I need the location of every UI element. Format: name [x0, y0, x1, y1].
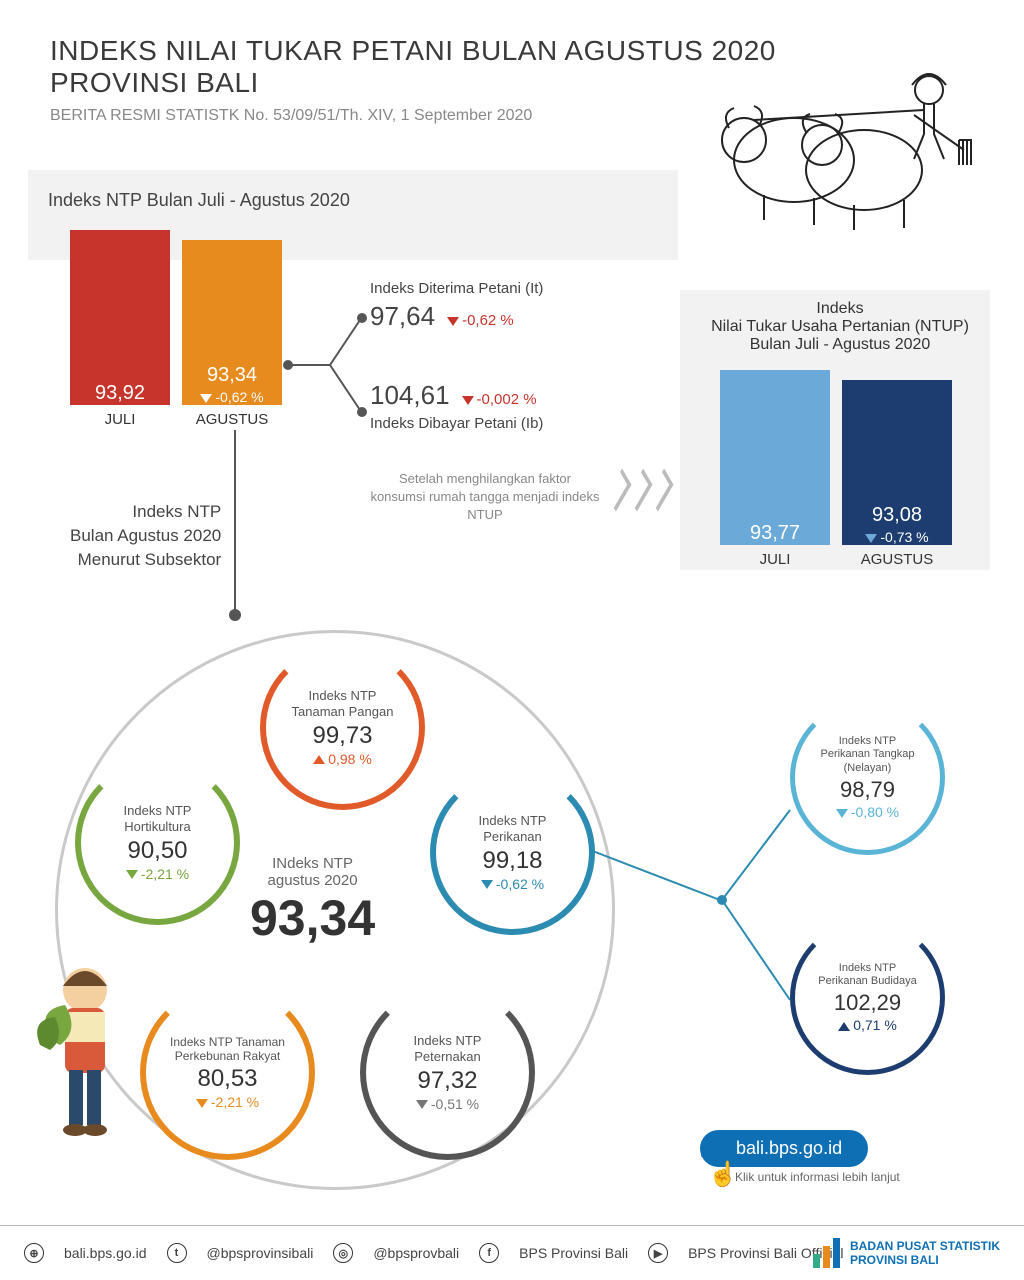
- bar-agustus: 93,34 -0,62 %: [182, 240, 282, 405]
- dibayar-value: 104,61: [370, 380, 450, 411]
- web-icon: ⊕: [24, 1243, 44, 1263]
- facebook-icon: f: [479, 1243, 499, 1263]
- center-value-block: INdeks NTP agustus 2020 93,34: [250, 855, 375, 947]
- ntup-juli-value: 93,77: [750, 522, 800, 545]
- chevrons-icon: [610, 475, 670, 505]
- footer-instagram: @bpsprovbali: [373, 1245, 459, 1261]
- diterima-label: Indeks Diterima Petani (It): [370, 280, 543, 297]
- footer-facebook: BPS Provinsi Bali: [519, 1245, 628, 1261]
- ntup-title-3: Bulan Juli - Agustus 2020: [700, 336, 980, 354]
- website-url: bali.bps.go.id: [736, 1138, 842, 1158]
- circle-horti: Indeks NTP Hortikultura 90,50 -2,21 %: [75, 760, 240, 925]
- diterima-change: -0,62 %: [462, 312, 514, 329]
- circle-budidaya: Indeks NTP Perikanan Budidaya 102,29 0,7…: [790, 920, 945, 1075]
- center-label: INdeks NTP agustus 2020: [250, 855, 375, 889]
- ntup-bar-juli: 93,77: [720, 370, 830, 545]
- bar-agustus-value: 93,34: [207, 364, 257, 387]
- bps-logo: BADAN PUSAT STATISTIKPROVINSI BALI: [813, 1238, 1000, 1268]
- youtube-icon: ▶: [648, 1243, 668, 1263]
- bar-juli: 93,92: [70, 230, 170, 405]
- bar-juli-label: JULI: [70, 411, 170, 428]
- cursor-icon: ☝: [708, 1160, 738, 1189]
- footer-web: bali.bps.go.id: [64, 1245, 147, 1261]
- diterima-value: 97,64: [370, 301, 435, 332]
- ntup-juli-label: JULI: [720, 551, 830, 568]
- circle-pangan: Indeks NTP Tanaman Pangan 99,73 0,98 %: [260, 645, 425, 810]
- circle-perikanan: Indeks NTP Perikanan 99,18 -0,62 %: [430, 770, 595, 935]
- bar-juli-value: 93,92: [95, 382, 145, 405]
- ntup-agustus-value: 93,08: [872, 504, 922, 527]
- ntup-agustus-change: -0,73 %: [865, 529, 928, 545]
- section1-label: Indeks NTP Bulan Juli - Agustus 2020: [48, 190, 350, 211]
- circle-perkebunan: Indeks NTP Tanaman Perkebunan Rakyat 80,…: [140, 985, 315, 1160]
- dibayar-label: Indeks Dibayar Petani (Ib): [370, 415, 543, 432]
- instagram-icon: ◎: [333, 1243, 353, 1263]
- ntup-agustus-label: AGUSTUS: [842, 551, 952, 568]
- ntup-bar-agustus: 93,08 -0,73 %: [842, 380, 952, 545]
- ntup-bars: 93,77 JULI 93,08 -0,73 % AGUSTUS: [720, 370, 952, 568]
- farmer-cattle-illustration: [654, 20, 984, 250]
- subsector-label: Indeks NTP Bulan Agustus 2020 Menurut Su…: [70, 500, 221, 571]
- ntup-title-1: Indeks: [700, 300, 980, 318]
- website-hint: Klik untuk informasi lebih lanjut: [735, 1170, 900, 1184]
- circle-peternakan: Indeks NTP Peternakan 97,32 -0,51 %: [360, 985, 535, 1160]
- diterima-block: Indeks Diterima Petani (It) 97,64 -0,62 …: [370, 280, 543, 332]
- dibayar-change: -0,002 %: [477, 391, 537, 408]
- ntp-bars: 93,92 JULI 93,34 -0,62 % AGUSTUS: [70, 230, 282, 428]
- footer: ⊕ bali.bps.go.id t @bpsprovinsibali ◎ @bpsp…: [0, 1225, 1024, 1280]
- center-value: 93,34: [250, 889, 375, 947]
- ntup-title-2: Nilai Tukar Usaha Pertanian (NTUP): [700, 318, 980, 336]
- twitter-icon: t: [167, 1243, 187, 1263]
- dibayar-block: 104,61 -0,002 % Indeks Dibayar Petani (I…: [370, 380, 543, 432]
- footer-twitter: @bpsprovinsibali: [207, 1245, 314, 1261]
- farmer-illustration: [15, 950, 155, 1180]
- note-text: Setelah menghilangkan faktor konsumsi ru…: [370, 470, 600, 525]
- bar-agustus-label: AGUSTUS: [182, 411, 282, 428]
- circle-tangkap: Indeks NTP Perikanan Tangkap (Nelayan) 9…: [790, 700, 945, 855]
- bar-agustus-change: -0,62 %: [200, 389, 263, 405]
